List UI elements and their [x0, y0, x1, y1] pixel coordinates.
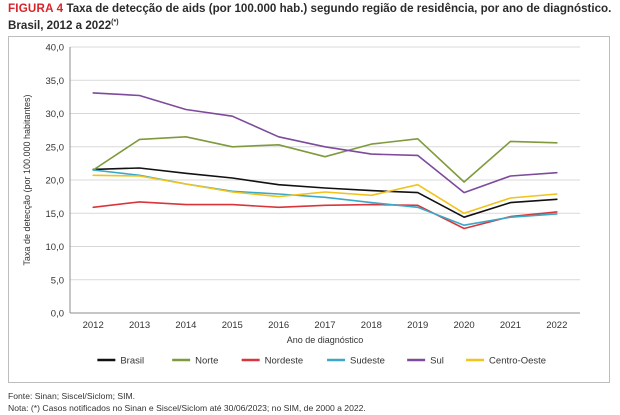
legend-label: Brasil [120, 356, 144, 367]
figure-title-line2: Brasil, 2012 a 2022 [8, 18, 112, 32]
y-axis-ticks: 0,0 5,0 10,0 15,0 20,0 25,0 30,0 35,0 40,0 [46, 43, 65, 320]
figure-notes: Fonte: Sinan; Siscel/Siclom; SIM. Nota: … [8, 390, 614, 414]
series-line-sul [92, 92, 558, 194]
x-tick-label: 2020 [454, 320, 475, 331]
x-tick-label: 2014 [175, 320, 196, 331]
y-tick-label: 35,0 [46, 76, 65, 87]
x-tick-label: 2021 [500, 320, 521, 331]
axes [69, 47, 580, 314]
x-tick-label: 2015 [222, 320, 243, 331]
y-tick-label: 10,0 [46, 242, 65, 253]
y-tick-label: 15,0 [46, 209, 65, 220]
legend-item: Sul [407, 356, 444, 367]
x-tick-label: 2017 [314, 320, 335, 331]
y-tick-label: 30,0 [46, 109, 65, 120]
source-note: Fonte: Sinan; Siscel/Siclom; SIM. [8, 391, 136, 401]
footnote: Nota: (*) Casos notificados no Sinan e S… [8, 403, 366, 413]
x-tick-label: 2012 [83, 320, 104, 331]
x-tick-label: 2016 [268, 320, 289, 331]
legend-label: Sul [430, 356, 444, 367]
series-lines [92, 92, 558, 230]
y-tick-label: 5,0 [51, 275, 64, 286]
legend-label: Sudeste [350, 356, 385, 367]
x-axis-title: Ano de diagnóstico [287, 335, 364, 345]
series-line-centro-oeste [92, 174, 558, 215]
figure-title-superscript: (*) [111, 19, 119, 26]
figure-title-line1: Taxa de detecção de aids (por 100.000 ha… [66, 2, 612, 15]
series-line-brasil [92, 167, 558, 218]
legend-label: Centro-Oeste [489, 356, 546, 367]
series-line-norte [92, 136, 558, 183]
legend-item: Brasil [97, 356, 144, 367]
x-axis-ticks: 2012 2013 2014 2015 2016 2017 2018 2019 2020 2021… [83, 320, 568, 331]
y-tick-label: 40,0 [46, 43, 65, 54]
x-tick-label: 2022 [546, 320, 567, 331]
legend-item: Nordeste [241, 356, 304, 367]
y-tick-label: 25,0 [46, 142, 65, 153]
legend-item: Norte [172, 356, 218, 367]
gridlines [70, 46, 580, 281]
y-tick-label: 0,0 [51, 309, 64, 320]
figure-label: FIGURA 4 [8, 2, 64, 15]
chart-frame [8, 36, 610, 383]
x-tick-label: 2019 [407, 320, 428, 331]
y-axis-title: Taxa de detecção (por 100.000 habitantes… [22, 94, 32, 265]
legend: Brasil Norte Nordeste Sudeste Sul Centro-Oest… [97, 356, 546, 367]
legend-label: Norte [195, 356, 218, 367]
legend-label: Nordeste [265, 356, 304, 367]
x-tick-label: 2013 [129, 320, 150, 331]
legend-item: Centro-Oeste [466, 356, 546, 367]
series-line-nordeste [92, 201, 558, 230]
y-tick-label: 20,0 [46, 176, 65, 187]
figure-caption: FIGURA 4 Taxa de detecção de aids (por 1… [8, 2, 614, 33]
x-tick-label: 2018 [361, 320, 382, 331]
series-line-sudeste [92, 169, 558, 226]
legend-item: Sudeste [327, 356, 385, 367]
